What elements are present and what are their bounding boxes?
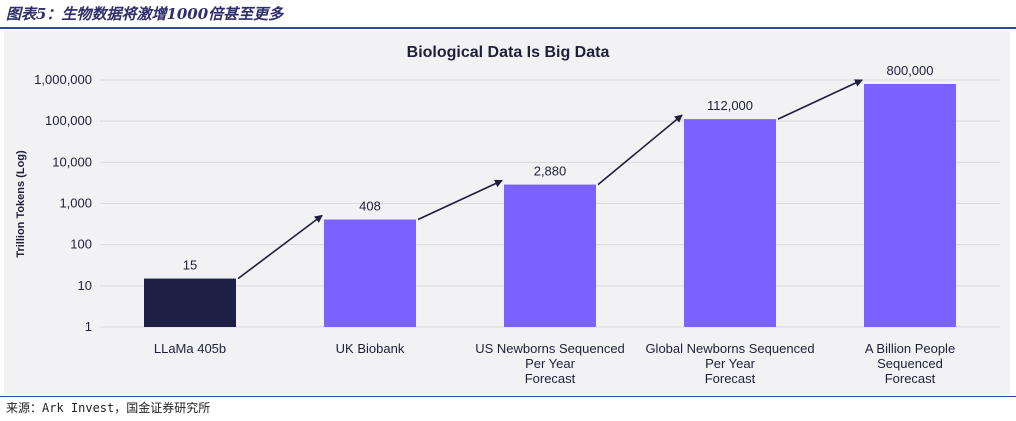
trend-arrow — [417, 179, 503, 221]
source-note: 来源：Ark Invest，国金证券研究所 — [6, 401, 211, 415]
bar-1 — [324, 219, 416, 327]
bar-4 — [864, 83, 956, 327]
bar-3 — [684, 119, 776, 327]
data-label: 2,880 — [534, 164, 567, 179]
trend-arrow — [777, 79, 863, 120]
y-tick-label: 100 — [70, 237, 92, 252]
caption-divider — [0, 27, 1016, 29]
y-tick-label: 100,000 — [45, 113, 92, 128]
source-divider — [0, 396, 1016, 397]
category-label: Global Newborns Sequenced Per Year Forecas… — [645, 341, 814, 386]
y-tick-label: 1,000,000 — [34, 72, 92, 87]
figure-caption: 图表5：生物数据将激增1000倍甚至更多 — [6, 5, 284, 23]
chart-title: Biological Data Is Big Data — [407, 44, 610, 61]
trend-arrow — [597, 114, 683, 186]
data-label: 800,000 — [887, 63, 934, 78]
y-tick-label: 1,000 — [59, 196, 92, 211]
bar-0 — [144, 278, 236, 327]
category-label: A Billion People Sequenced Forecast — [865, 341, 955, 386]
y-tick-label: 10,000 — [52, 154, 92, 169]
bar-2 — [504, 184, 596, 327]
y-tick-label: 1 — [85, 319, 92, 334]
y-tick-label: 10 — [78, 278, 92, 293]
trend-arrow — [237, 214, 323, 280]
y-axis-title: Trillion Tokens (Log) — [15, 150, 27, 258]
data-label: 408 — [359, 199, 381, 214]
data-label: 112,000 — [707, 98, 753, 113]
data-label: 15 — [183, 258, 197, 273]
category-label: UK Biobank — [336, 341, 405, 356]
category-label: LLaMa 405b — [154, 341, 226, 356]
category-label: US Newborns Sequenced Per Year Forecast — [475, 341, 625, 386]
